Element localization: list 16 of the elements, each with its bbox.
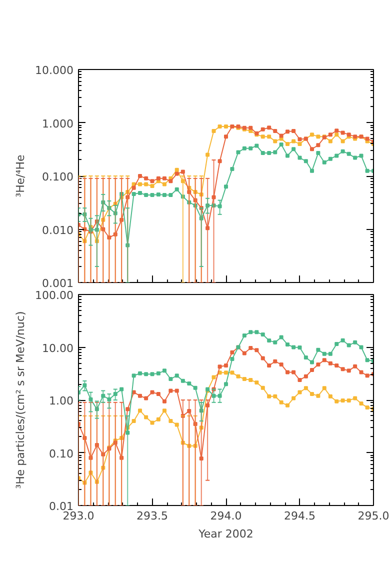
y-axis-title: ³He/⁴He <box>14 154 28 198</box>
y-tick-label: 10.00 <box>42 342 74 355</box>
y-tick-label: 10.000 <box>35 64 74 77</box>
x-tick-label: 294.5 <box>284 510 316 522</box>
y-tick-label: 0.010 <box>42 224 74 237</box>
y-tick-label: 0.10 <box>49 447 74 460</box>
y-tick-label: 0.001 <box>42 277 74 290</box>
y-tick-label: 1.000 <box>42 117 74 130</box>
x-tick-label: 295.0 <box>358 510 390 522</box>
y-tick-label: 0.100 <box>42 170 74 184</box>
y-tick-label: 100.00 <box>35 289 74 302</box>
x-axis-title: Year 2002 <box>198 528 254 540</box>
y-axis-title: ³He particles/(cm² s sr MeV/nuc) <box>14 311 28 489</box>
x-tick-label: 294.0 <box>210 510 242 522</box>
x-tick-label: 293.5 <box>136 510 168 522</box>
y-tick-label: 1.00 <box>49 394 74 408</box>
